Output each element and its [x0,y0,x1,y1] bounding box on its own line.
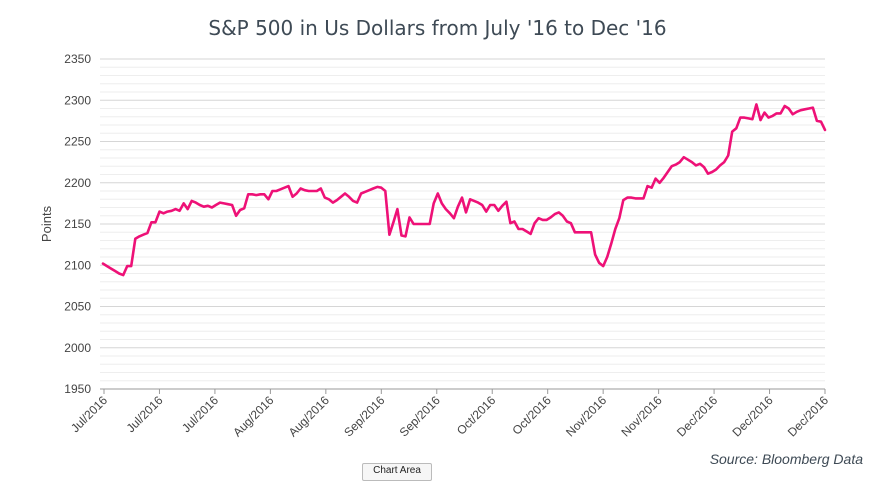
y-axis-ticks: 1950 2000 2050 2100 2150 2200 2250 2300 2350 [64,52,91,396]
x-tick-label: Aug/2016 [286,393,332,439]
x-axis-ticks: Jul/2016 Jul/2016 Jul/2016 Aug/2016 Aug/2016… [68,389,831,439]
y-tick-label: 2150 [64,217,91,231]
x-tick-label: Jul/2016 [124,393,166,435]
y-tick-label: 2350 [64,52,91,66]
x-tick-label: Jul/2016 [179,393,221,435]
y-tick-label: 1950 [64,382,91,396]
y-axis-label: Points [39,205,54,242]
chart-title: S&P 500 in Us Dollars from July '16 to D… [208,16,667,40]
x-tick-label: Sep/2016 [341,393,387,439]
gridlines [100,58,825,390]
y-tick-label: 2250 [64,135,91,149]
y-tick-label: 2050 [64,300,91,314]
x-tick-label: Sep/2016 [397,393,443,439]
x-tick-label: Jul/2016 [68,393,110,435]
y-tick-label: 2300 [64,93,91,107]
x-tick-label: Oct/2016 [509,393,554,438]
y-tick-label: 2000 [64,341,91,355]
x-tick-label: Nov/2016 [563,393,609,439]
x-tick-label: Oct/2016 [454,393,499,438]
x-tick-label: Dec/2016 [785,393,831,439]
x-tick-label: Dec/2016 [674,393,720,439]
chart-area-tab[interactable]: Chart Area [362,463,432,481]
x-tick-label: Aug/2016 [230,393,276,439]
y-tick-label: 2100 [64,258,91,272]
source-note: Source: Bloomberg Data [709,451,863,467]
x-tick-label: Dec/2016 [729,393,775,439]
x-tick-label: Nov/2016 [619,393,665,439]
y-tick-label: 2200 [64,176,91,190]
series-line[interactable] [101,103,827,277]
series-layer [101,103,827,277]
